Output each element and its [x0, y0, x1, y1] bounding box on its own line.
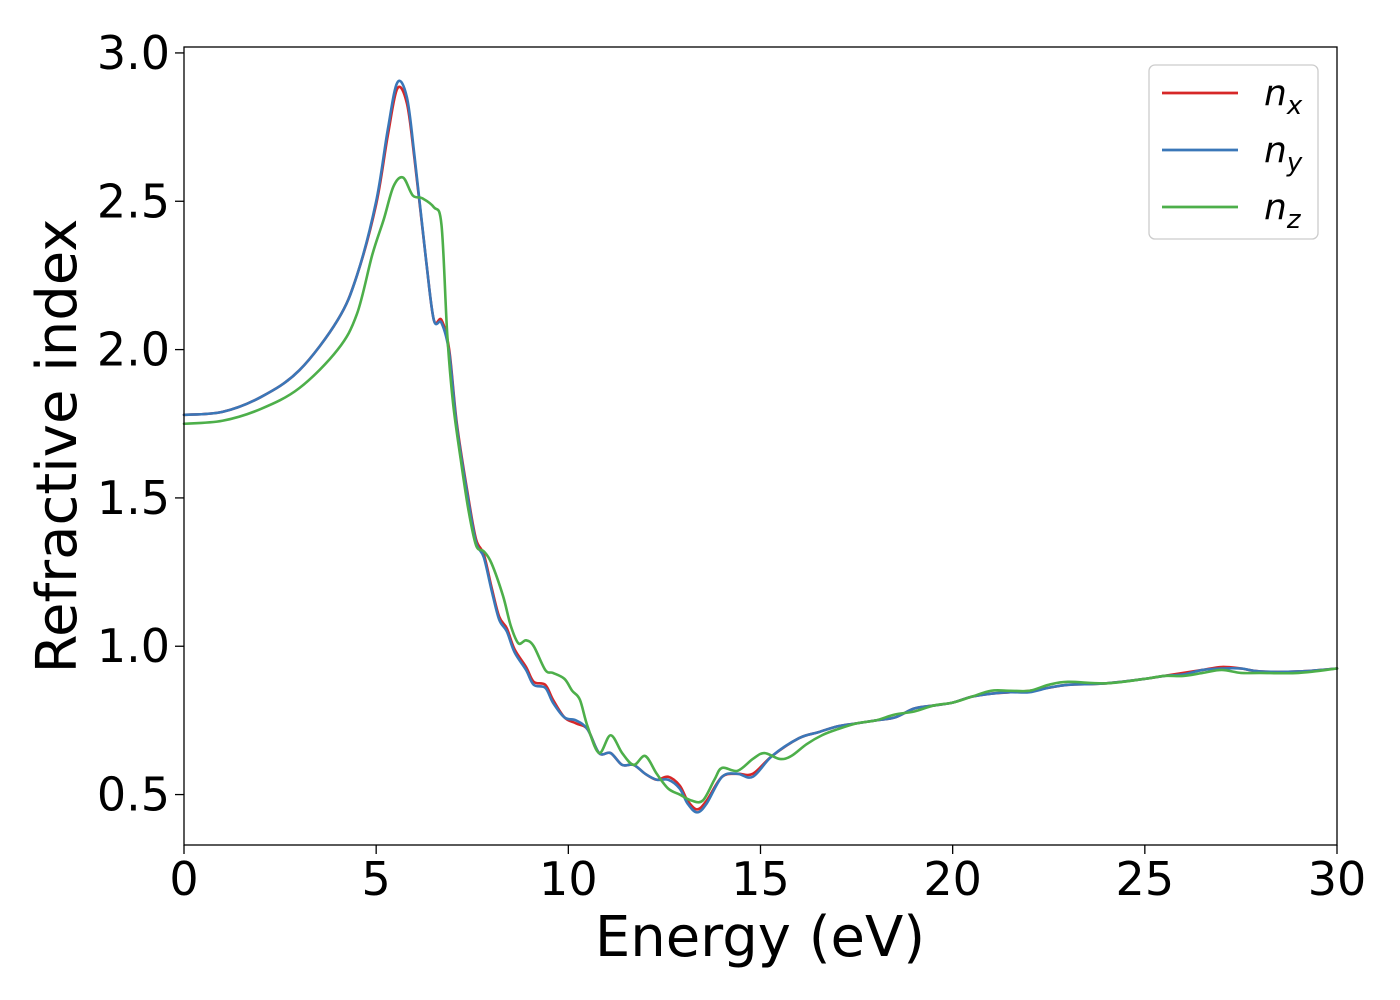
x-tick-label: 0 [169, 852, 198, 906]
y-tick-label: 1.0 [97, 619, 170, 673]
series-line-n-z [182, 175, 1339, 804]
legend-label-n-y: ny [1264, 130, 1303, 178]
legend-label-n-z: nz [1264, 187, 1302, 235]
series-line-n-y [182, 79, 1339, 814]
legend-box [1148, 64, 1319, 240]
y-tick-label: 2.0 [97, 323, 170, 377]
y-tick-label: 3.0 [97, 26, 170, 80]
x-axis-ticks: 0 5 10 15 20 25 30 [169, 845, 1366, 906]
x-tick-label: 20 [923, 852, 982, 906]
y-axis-label: Refractive index [25, 219, 90, 674]
legend-label-n-x: nx [1264, 73, 1303, 121]
y-axis-ticks: 0.5 1.0 1.5 2.0 2.5 3.0 [97, 26, 184, 822]
x-tick-label: 5 [362, 852, 391, 906]
x-tick-label: 10 [539, 852, 598, 906]
plot-area [184, 47, 1337, 845]
x-axis-label: Energy (eV) [595, 905, 925, 970]
y-tick-label: 1.5 [97, 471, 170, 525]
x-tick-label: 25 [1116, 852, 1175, 906]
y-tick-label: 2.5 [97, 174, 170, 228]
x-tick-label: 30 [1308, 852, 1367, 906]
y-tick-label: 0.5 [97, 768, 170, 822]
x-tick-label: 15 [731, 852, 790, 906]
series-layer [182, 79, 1339, 814]
legend: nx ny nz [1148, 64, 1319, 240]
